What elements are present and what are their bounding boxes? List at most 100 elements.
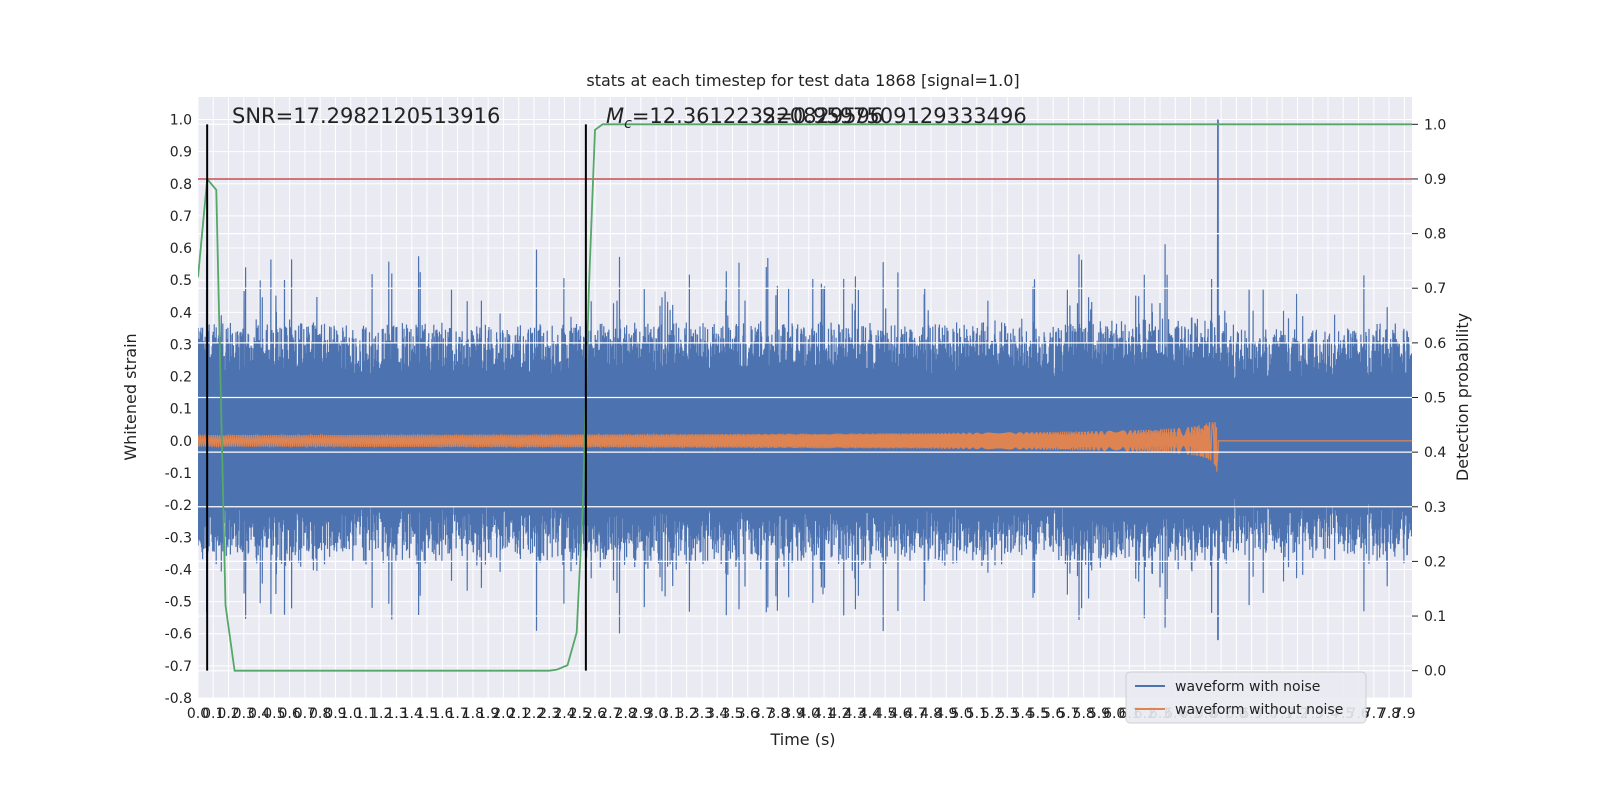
x-tick-label: 0.1 (202, 706, 224, 722)
y2-tick-label: 0.5 (1424, 391, 1446, 407)
x-tick-label: 4.1 (813, 706, 835, 722)
x-tick-label: 1.7 (446, 706, 468, 722)
x-tick-label: 2.8 (614, 706, 636, 722)
x-tick-label: 4.4 (859, 706, 881, 722)
y-tick-label: 0.5 (170, 273, 192, 289)
x-tick-label: 5.4 (1011, 706, 1033, 722)
secondary-grid (198, 123, 1412, 672)
x-tick-label: 0.4 (248, 706, 270, 722)
y-tick-label: -0.3 (165, 530, 192, 546)
x-tick-label: 3.8 (767, 706, 789, 722)
y-tick-label: 0.4 (170, 305, 192, 321)
x-tick-label: 4.8 (920, 706, 942, 722)
y-tick-label: 0.9 (170, 145, 192, 161)
x-tick-label: 4.0 (798, 706, 820, 722)
x-tick-label: 0.3 (233, 706, 255, 722)
x-tick-label: 2.1 (508, 706, 530, 722)
x-tick-label: 3.0 (645, 706, 667, 722)
y-tick-label: 1.0 (170, 112, 192, 128)
y2-tick-label: 0.9 (1424, 172, 1446, 188)
x-tick-label: 3.7 (752, 706, 774, 722)
y-tick-label: -0.7 (165, 659, 192, 675)
y-tick-label: 0.3 (170, 337, 192, 353)
legend-label-noisy: waveform with noise (1175, 679, 1320, 695)
y-tick-label: -0.2 (165, 498, 192, 514)
x-tick-label: 5.2 (981, 706, 1003, 722)
mc-subscript: c (624, 116, 632, 132)
x-tick-label: 5.5 (1027, 706, 1049, 722)
x-tick-label: 2.0 (492, 706, 514, 722)
x-tick-label: 4.9 (935, 706, 957, 722)
y-tick-label: 0.2 (170, 370, 192, 386)
x-tick-label: 2.9 (630, 706, 652, 722)
x-tick-label: 1.1 (355, 706, 377, 722)
x-tick-label: 0.7 (294, 706, 316, 722)
x-tick-label: 4.5 (874, 706, 896, 722)
x-tick-label: 5.3 (996, 706, 1018, 722)
x-tick-label: 2.7 (599, 706, 621, 722)
y2-tick-label: 0.4 (1424, 445, 1446, 461)
mc-value: =12.361223220829596 (632, 104, 883, 128)
x-tick-label: 1.6 (431, 706, 453, 722)
x-tick-label: 5.8 (1073, 706, 1095, 722)
y-tick-label: 0.6 (170, 241, 192, 257)
x-tick-label: 5.9 (1088, 706, 1110, 722)
x-tick-label: 5.0 (950, 706, 972, 722)
plot-area (198, 119, 1412, 672)
x-tick-label: 1.2 (370, 706, 392, 722)
x-tick-label: 1.5 (416, 706, 438, 722)
x-tick-label: 0.8 (309, 706, 331, 722)
y2-tick-label: 0.2 (1424, 554, 1446, 570)
detection-probability-line (198, 123, 1412, 672)
y2-axis-label: Detection probability (1453, 313, 1472, 481)
x-tick-label: 5.6 (1042, 706, 1064, 722)
y-tick-label: 0.7 (170, 209, 192, 225)
x-tick-label: 0.5 (263, 706, 285, 722)
x-tick-label: 2.5 (569, 706, 591, 722)
x-tick-label: 0.9 (324, 706, 346, 722)
y2-tick-label: 1.0 (1424, 117, 1446, 133)
y-tick-label: 0.8 (170, 177, 192, 193)
snr-annotation: SNR=17.2982120513916 (232, 104, 500, 128)
x-tick-label: 3.6 (737, 706, 759, 722)
y-tick-label: -0.4 (165, 562, 192, 578)
x-axis-ticks: 0.00.10.20.30.40.50.60.70.80.91.01.11.21… (187, 706, 1416, 722)
x-tick-label: 2.3 (538, 706, 560, 722)
x-tick-label: 5.1 (966, 706, 988, 722)
x-tick-label: 7.7 (1363, 706, 1385, 722)
legend: waveform with noise waveform without noi… (1125, 671, 1367, 724)
y2-tick-label: 0.6 (1424, 336, 1446, 352)
y2-tick-label: 0.7 (1424, 281, 1446, 297)
y-tick-label: -0.8 (165, 691, 192, 707)
x-tick-label: 1.0 (340, 706, 362, 722)
y2-tick-label: 0.3 (1424, 500, 1446, 516)
x-tick-label: 2.4 (553, 706, 575, 722)
y-axis-ticks: -0.8 -0.7 -0.6 -0.5 -0.4 -0.3 -0.2 -0.1 0.0 0.1 0.… (165, 112, 192, 707)
overlap-annotation: S=0.9597509129333496 (762, 104, 1027, 128)
x-tick-label: 3.3 (691, 706, 713, 722)
x-tick-label: 2.6 (584, 706, 606, 722)
x-tick-label: 1.9 (477, 706, 499, 722)
legend-box (1125, 671, 1367, 724)
y-tick-label: -0.1 (165, 466, 192, 482)
y-tick-label: 0.1 (170, 402, 192, 418)
y2-tick-label: 0.8 (1424, 227, 1446, 243)
y2-tick-label: 0.1 (1424, 609, 1446, 625)
y2-tick-label: 0.0 (1424, 664, 1446, 680)
overlap-prefix: S (762, 104, 775, 128)
mc-annotation: Mc=12.361223220829596 (606, 104, 883, 132)
x-tick-label: 3.5 (721, 706, 743, 722)
x-tick-label: 3.2 (676, 706, 698, 722)
x-axis-label: Time (s) (769, 730, 835, 749)
x-tick-label: 1.3 (385, 706, 407, 722)
mc-symbol: M (606, 104, 624, 128)
x-tick-label: 4.3 (843, 706, 865, 722)
x-tick-label: 6.0 (1103, 706, 1125, 722)
x-tick-label: 0.2 (217, 706, 239, 722)
x-tick-label: 3.4 (706, 706, 728, 722)
x-tick-label: 7.8 (1378, 706, 1400, 722)
legend-label-clean: waveform without noise (1175, 702, 1343, 718)
x-tick-label: 1.4 (401, 706, 423, 722)
overlap-value: =0.9597509129333496 (775, 104, 1026, 128)
x-tick-label: 3.9 (782, 706, 804, 722)
